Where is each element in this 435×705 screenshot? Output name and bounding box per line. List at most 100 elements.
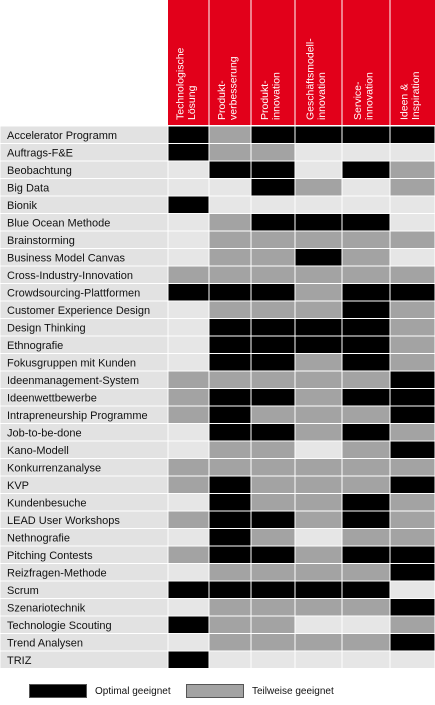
matrix-cell xyxy=(341,440,391,459)
matrix-cell xyxy=(167,598,210,617)
row-label: Technologie Scouting xyxy=(7,620,112,632)
matrix-cell xyxy=(208,160,252,179)
matrix-cell xyxy=(389,388,435,407)
column-header-line: Inspiration xyxy=(410,71,422,120)
column-header-line: innovation xyxy=(316,72,328,120)
legend-partial-swatch xyxy=(186,684,244,698)
matrix-cell xyxy=(250,580,296,599)
row-label: Design Thinking xyxy=(7,322,86,334)
matrix-cell xyxy=(389,458,435,477)
matrix-cell xyxy=(250,633,296,652)
matrix-cell xyxy=(250,545,296,564)
matrix-cell xyxy=(294,178,343,197)
matrix-cell xyxy=(389,178,435,197)
matrix-cell xyxy=(208,650,252,668)
row-label: Blue Ocean Methode xyxy=(7,217,110,229)
matrix-cell xyxy=(294,283,343,302)
matrix-cell xyxy=(294,563,343,582)
matrix-cell xyxy=(341,493,391,512)
column-header: Produkt-innovation xyxy=(259,72,283,120)
matrix-cell xyxy=(389,510,435,529)
row-label: Ethnografie xyxy=(7,340,63,352)
matrix-cell xyxy=(341,370,391,389)
matrix-cell xyxy=(208,213,252,232)
matrix-cell xyxy=(341,248,391,267)
row-label: Trend Analysen xyxy=(7,637,83,649)
matrix-cell xyxy=(341,300,391,319)
row-label: Ideenmanagement-System xyxy=(7,375,139,387)
matrix-cell xyxy=(389,545,435,564)
matrix-cell xyxy=(250,213,296,232)
matrix-cell xyxy=(389,248,435,267)
matrix-cell xyxy=(250,563,296,582)
matrix-cell xyxy=(341,143,391,162)
matrix-cell xyxy=(341,563,391,582)
matrix-cell xyxy=(389,615,435,634)
matrix-cell xyxy=(341,528,391,547)
matrix-cell xyxy=(167,545,210,564)
matrix-cell xyxy=(208,458,252,477)
matrix-cell xyxy=(294,493,343,512)
matrix-cell xyxy=(250,230,296,249)
matrix-cell xyxy=(208,335,252,354)
column-header-line: verbesserung xyxy=(228,56,240,120)
matrix-cell xyxy=(341,615,391,634)
column-header: Produkt-verbesserung xyxy=(216,56,240,120)
matrix-cell xyxy=(250,265,296,284)
row-label: Nethnografie xyxy=(7,532,70,544)
matrix-cell xyxy=(208,598,252,617)
row-label: TRIZ xyxy=(7,655,32,667)
row-label: Accelerator Programm xyxy=(7,130,117,142)
matrix-cell xyxy=(341,510,391,529)
matrix-cell xyxy=(250,493,296,512)
matrix-cell xyxy=(250,458,296,477)
matrix-cell xyxy=(341,195,391,214)
legend-optimal-swatch xyxy=(29,684,87,698)
matrix-cell xyxy=(250,650,296,668)
matrix-cell xyxy=(167,160,210,179)
matrix-cell xyxy=(208,563,252,582)
matrix-cell xyxy=(389,633,435,652)
matrix-cell xyxy=(294,388,343,407)
matrix-cell xyxy=(167,388,210,407)
legend-optimal: Optimal geeignet xyxy=(29,683,171,699)
matrix-cell xyxy=(208,528,252,547)
matrix-cell xyxy=(294,510,343,529)
matrix-cell xyxy=(208,475,252,494)
row-label: Kano-Modell xyxy=(7,445,69,457)
column-header-line: Service- xyxy=(352,81,364,120)
matrix-cell xyxy=(389,283,435,302)
row-label: Intrapreneurship Programme xyxy=(7,410,148,422)
matrix-cell xyxy=(167,195,210,214)
matrix-cell xyxy=(341,213,391,232)
matrix-cell xyxy=(294,248,343,267)
legend-partial-label: Teilweise geeignet xyxy=(252,685,334,697)
legend-partial: Teilweise geeignet xyxy=(186,683,334,699)
row-label: Job-to-be-done xyxy=(7,427,82,439)
row-label: LEAD User Workshops xyxy=(7,515,120,527)
column-header: Ideen &Inspiration xyxy=(399,71,423,120)
row-label: Fokusgruppen mit Kunden xyxy=(7,357,136,369)
matrix-cell xyxy=(294,650,343,668)
matrix-cell xyxy=(167,423,210,442)
matrix-cell xyxy=(341,230,391,249)
matrix-cell xyxy=(167,335,210,354)
matrix-cell xyxy=(250,423,296,442)
matrix-cell xyxy=(341,125,391,144)
matrix-cell xyxy=(167,528,210,547)
matrix-cell xyxy=(294,335,343,354)
matrix-cell xyxy=(167,405,210,424)
matrix-cell xyxy=(167,475,210,494)
matrix-cell xyxy=(167,213,210,232)
matrix-cell xyxy=(208,370,252,389)
matrix-cell xyxy=(167,318,210,337)
matrix-cell xyxy=(389,475,435,494)
matrix-cell xyxy=(389,493,435,512)
matrix-cell xyxy=(250,528,296,547)
matrix-cell xyxy=(250,353,296,372)
matrix-cell xyxy=(208,440,252,459)
matrix-cell xyxy=(294,615,343,634)
matrix-cell xyxy=(250,335,296,354)
matrix-cell xyxy=(250,615,296,634)
matrix-cell xyxy=(294,265,343,284)
